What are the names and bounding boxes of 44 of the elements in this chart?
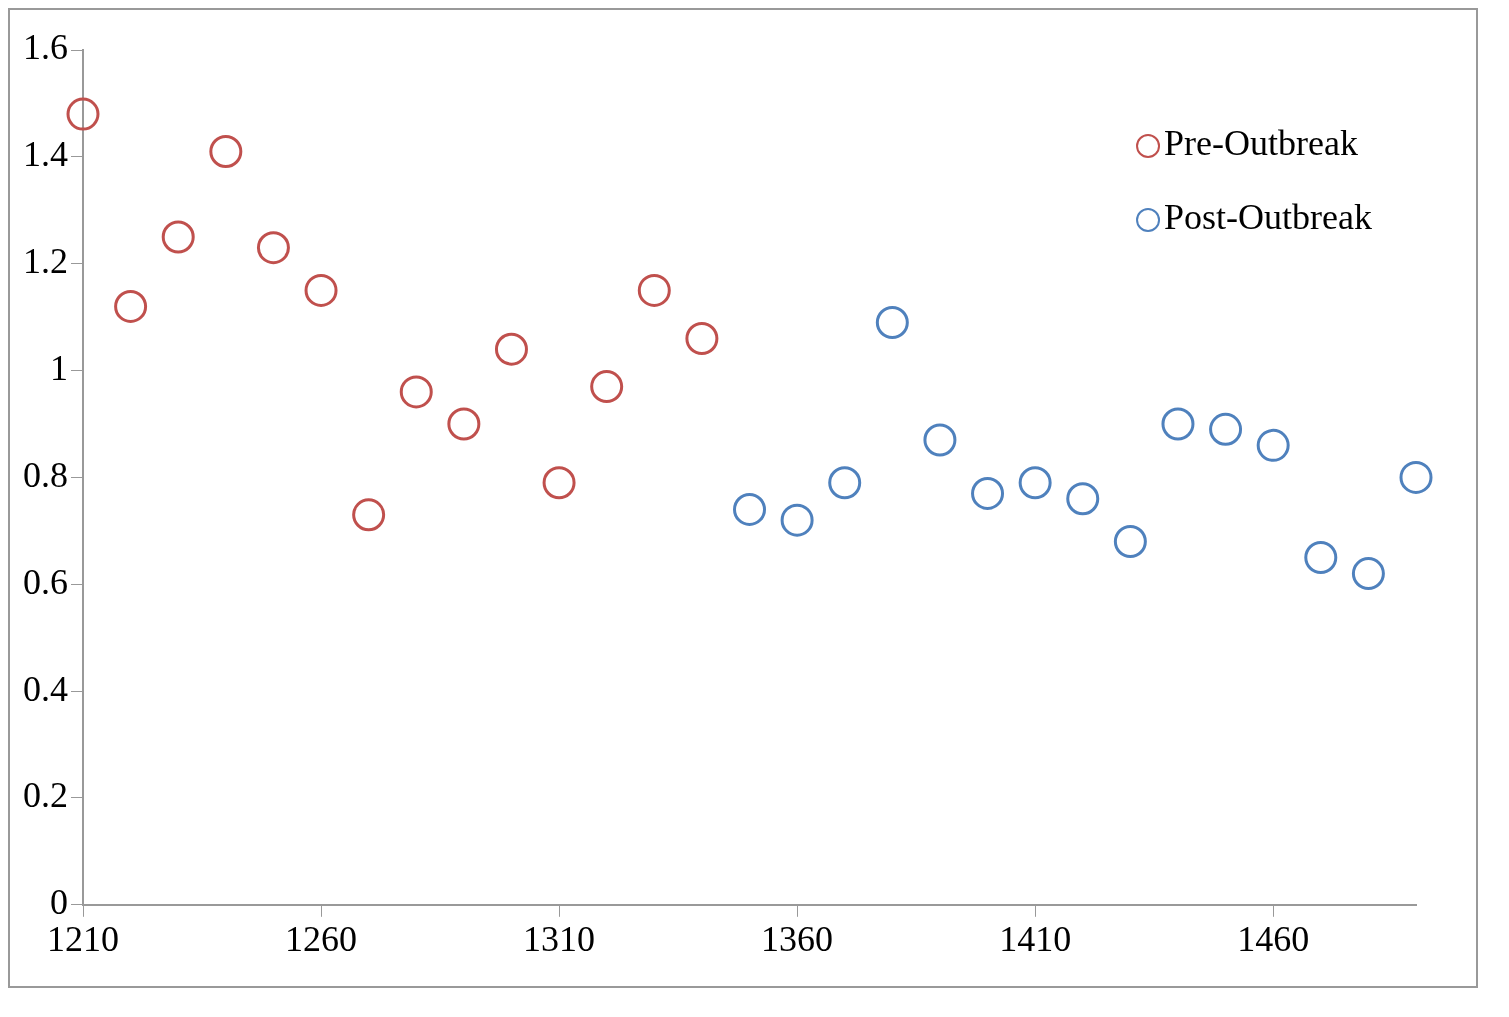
point [828, 466, 862, 500]
x-tick-label: 1360 [761, 918, 834, 959]
y-tick-label: 1.4 [23, 134, 68, 175]
point [590, 370, 624, 404]
y-tick-label: 0.6 [23, 561, 68, 602]
point [66, 97, 100, 131]
x-tick-label: 1260 [285, 918, 358, 959]
legend-label: Post-Outbreak [1164, 197, 1372, 238]
x-tick-label: 1460 [1237, 918, 1310, 959]
point [1066, 482, 1100, 516]
point [923, 423, 957, 457]
point [685, 322, 719, 355]
point [1018, 466, 1052, 500]
point [1351, 557, 1385, 591]
point [637, 273, 671, 307]
point [494, 332, 528, 366]
point [114, 289, 148, 323]
point [733, 492, 766, 526]
point [875, 305, 909, 339]
point [399, 375, 433, 409]
point [971, 476, 1005, 510]
point [1399, 460, 1433, 494]
y-tick-label: 0.2 [23, 775, 68, 816]
point [352, 498, 386, 532]
point [447, 407, 481, 441]
point [1256, 428, 1290, 462]
point [1161, 407, 1195, 441]
legend-label: Pre-Outbreak [1164, 123, 1358, 164]
point [1113, 525, 1147, 559]
point [256, 231, 290, 265]
y-tick-label: 1.6 [23, 27, 68, 68]
point [209, 135, 243, 169]
x-tick-label: 1310 [523, 918, 596, 959]
y-tick-label: 1.2 [23, 241, 68, 282]
y-tick-label: 0.4 [23, 668, 68, 709]
point [1304, 541, 1338, 575]
point [542, 466, 576, 500]
point [780, 503, 814, 537]
point [304, 273, 338, 307]
y-tick-label: 1 [50, 348, 68, 388]
x-tick-label: 1410 [999, 918, 1072, 959]
point [161, 220, 195, 254]
point [1209, 412, 1243, 446]
y-tick-label: 0.8 [23, 454, 68, 495]
